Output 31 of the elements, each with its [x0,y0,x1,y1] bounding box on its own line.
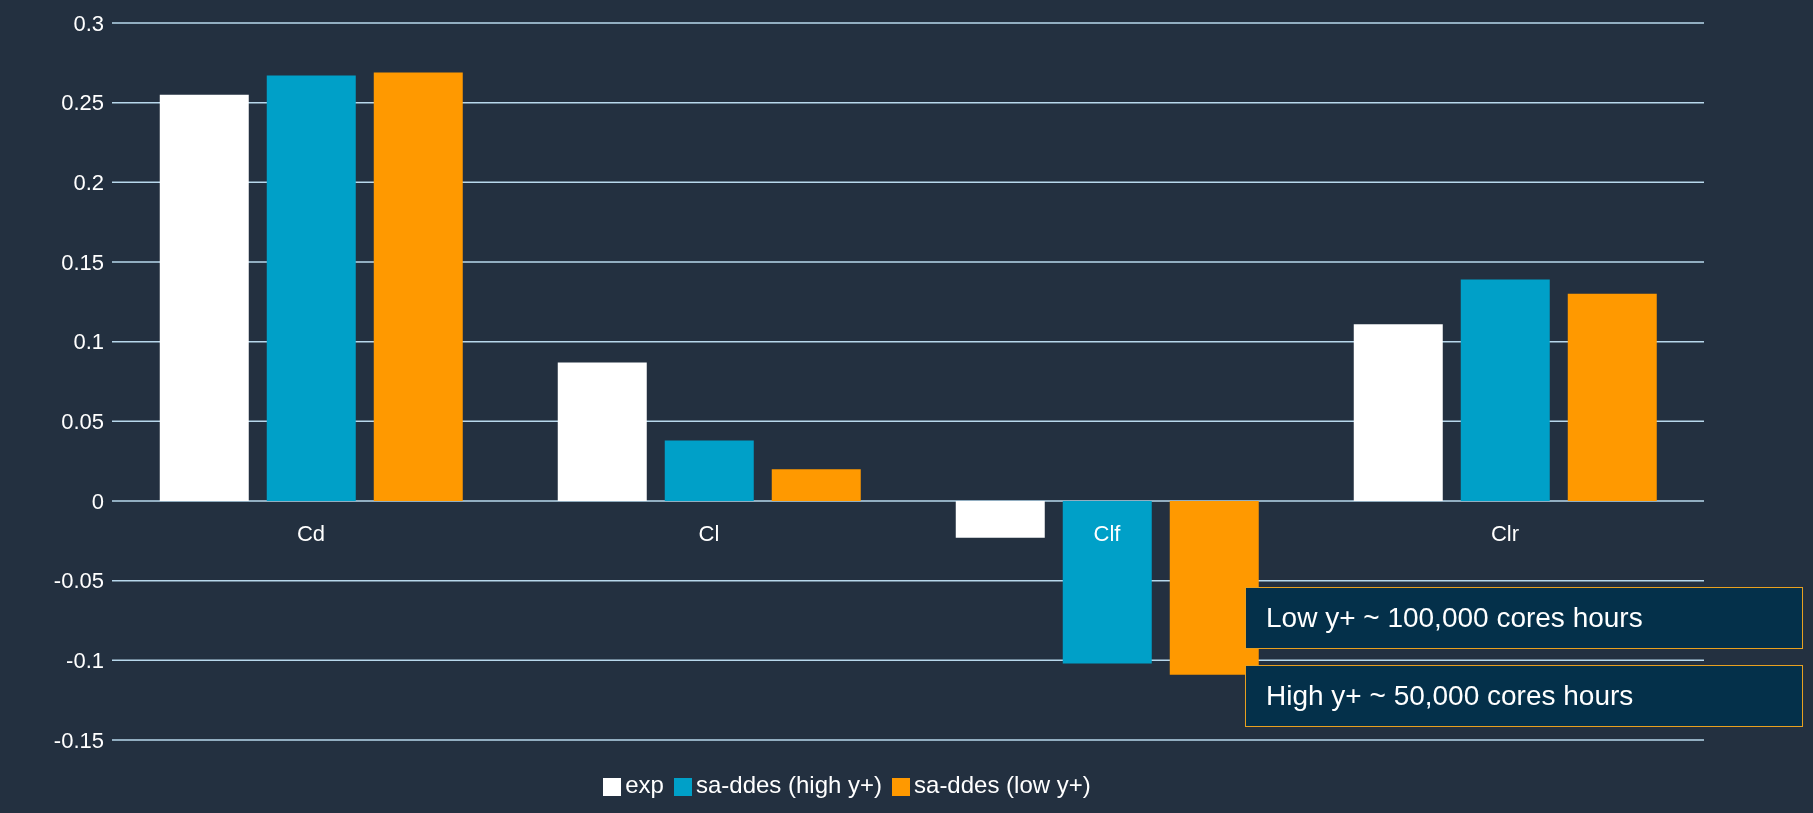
x-tick-label: Clr [1490,521,1520,546]
x-tick-label: Clf [1093,521,1122,546]
y-tick-label: 0.05 [61,409,104,435]
bar [1062,501,1152,664]
bar [1353,324,1443,501]
bar [1567,293,1657,501]
bar [373,72,463,501]
bar [1169,501,1259,675]
note-box: Low y+ ~ 100,000 cores hours [1245,587,1803,649]
bar [771,469,861,501]
y-tick-label: -0.15 [53,727,104,753]
y-tick-label: -0.1 [66,648,104,674]
y-tick-label: 0 [91,488,104,514]
bar [1460,279,1550,501]
legend-label: sa-ddes (high y+) [695,771,883,798]
bar [955,501,1045,538]
bar [266,75,356,501]
y-tick-label: 0.2 [73,170,104,196]
y-tick-label: 0.1 [73,329,104,355]
y-tick-label: 0.15 [61,249,104,275]
legend-label: exp [625,771,664,798]
y-tick-label: -0.05 [53,568,104,594]
note-box: High y+ ~ 50,000 cores hours [1245,665,1803,727]
legend-label: sa-ddes (low y+) [914,771,1091,798]
y-tick-label: 0.25 [61,90,104,116]
bar [664,440,754,501]
bar [557,362,647,501]
y-tick-label: 0.3 [73,10,104,36]
x-tick-label: Cl [698,521,720,546]
bar [159,94,249,501]
x-tick-label: Cd [296,521,326,546]
